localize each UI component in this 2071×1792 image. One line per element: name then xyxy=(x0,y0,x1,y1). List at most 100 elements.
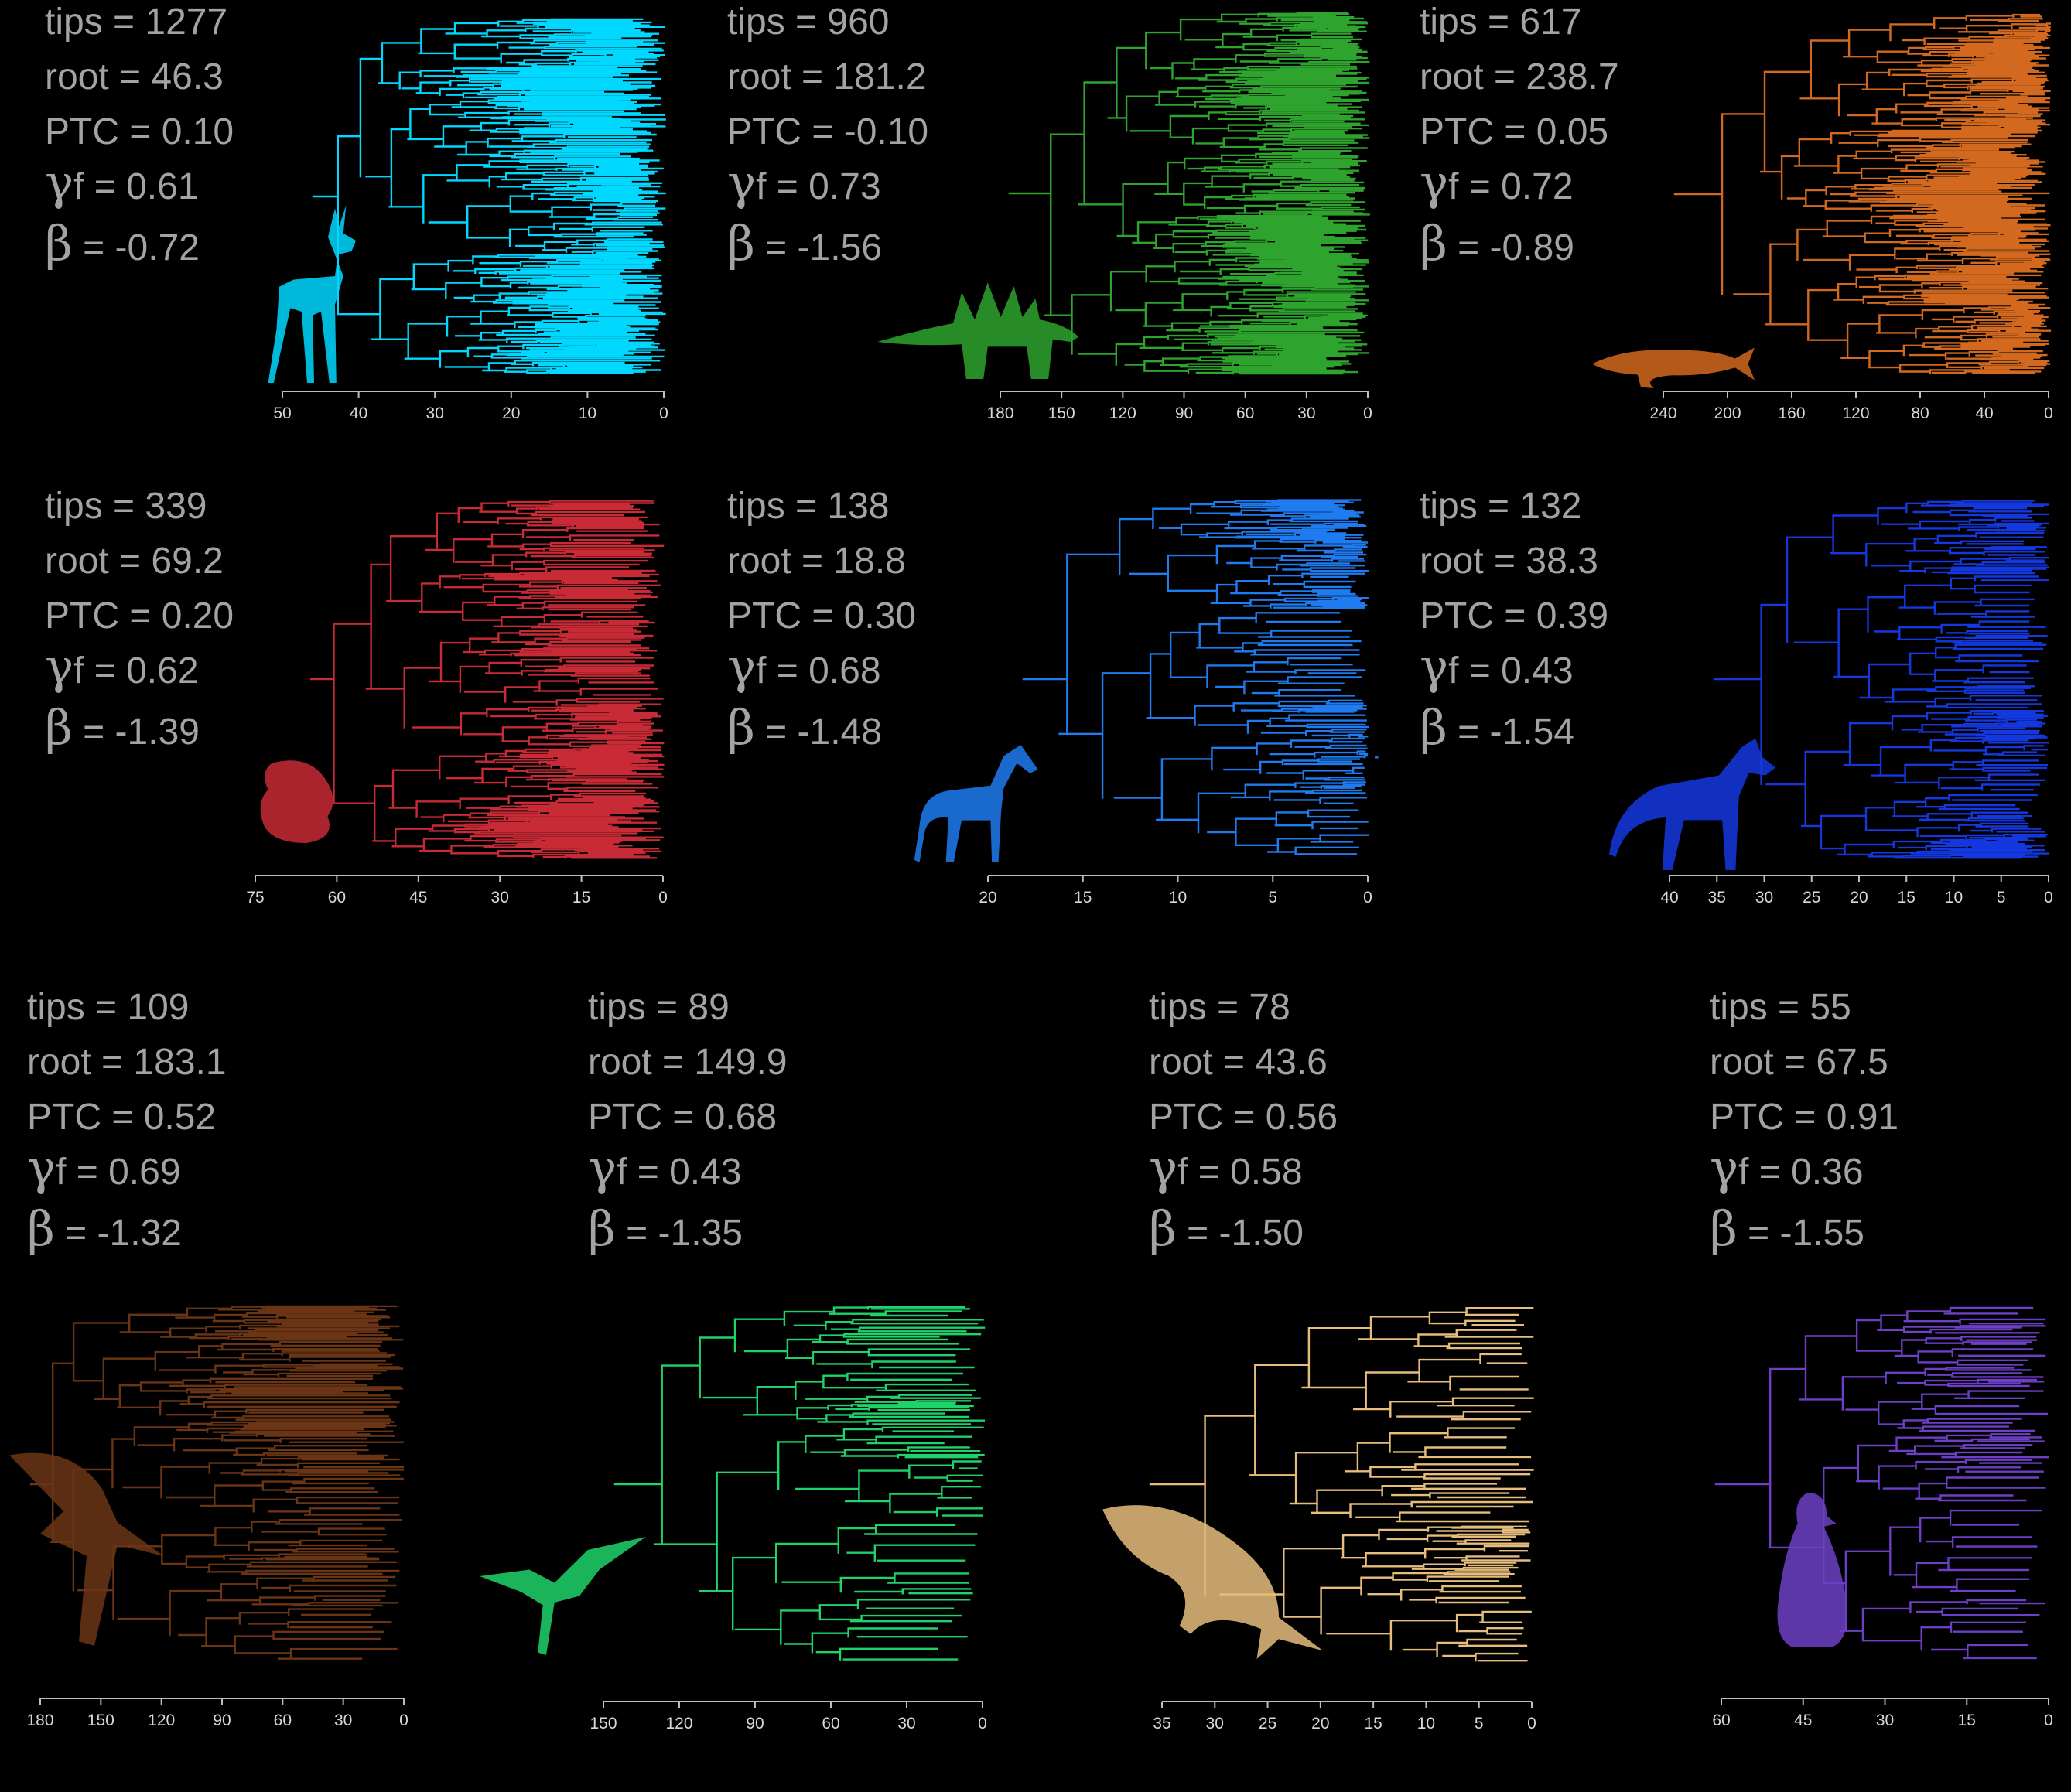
gamma-label: f = xyxy=(617,1152,669,1193)
ptc-stat-value: 0.91 xyxy=(1827,1097,1898,1138)
gamma-label: f = xyxy=(1177,1152,1230,1193)
root-stat-label: root = xyxy=(45,541,151,582)
tips-stat-label: tips = xyxy=(727,486,827,527)
beta-value: -1.54 xyxy=(1490,712,1574,753)
ptc-stat-value: 0.52 xyxy=(144,1097,216,1138)
axis-tick-label: 20 xyxy=(1311,1715,1329,1732)
ptc-stat-label: PTC = xyxy=(1710,1097,1827,1138)
gamma-stat: γf = 0.43 xyxy=(588,1139,742,1196)
axis-tick-label: 30 xyxy=(1876,1712,1894,1729)
phylogeny-branches xyxy=(1714,1306,2049,1660)
ptc-stat-label: PTC = xyxy=(1420,596,1536,637)
axis-tick-label: 0 xyxy=(399,1712,408,1729)
gamma-stat: γf = 0.68 xyxy=(727,638,881,695)
root-stat-label: root = xyxy=(1149,1042,1255,1083)
beta-stat: β = -1.32 xyxy=(27,1200,182,1257)
root-stat-label: root = xyxy=(1420,56,1526,97)
tips-stat: tips = 89 xyxy=(588,987,730,1028)
root-stat-label: root = xyxy=(27,1042,133,1083)
tips-stat-label: tips = xyxy=(1149,987,1249,1028)
gamma-symbol: γ xyxy=(27,1139,56,1196)
tips-stat-value: 1277 xyxy=(145,2,227,43)
bird-icon xyxy=(480,1537,646,1655)
ptc-stat-label: PTC = xyxy=(1420,111,1536,152)
ptc-stat-value: -0.10 xyxy=(844,111,928,152)
ptc-stat: PTC = 0.91 xyxy=(1710,1097,1898,1138)
tips-stat: tips = 78 xyxy=(1149,987,1290,1028)
ptc-stat-label: PTC = xyxy=(727,111,844,152)
axis-tick-label: 10 xyxy=(579,404,596,422)
ptc-stat: PTC = 0.68 xyxy=(588,1097,777,1138)
root-stat-value: 38.3 xyxy=(1526,541,1598,582)
gamma-label: f = xyxy=(56,1152,108,1193)
axis-tick-label: 200 xyxy=(1714,404,1741,422)
beta-label: = xyxy=(73,227,115,268)
gamma-label: f = xyxy=(1448,166,1501,207)
ptc-stat: PTC = 0.52 xyxy=(27,1097,216,1138)
foraminifera-icon xyxy=(260,760,333,843)
axis-tick-label: 150 xyxy=(590,1715,617,1732)
gamma-stat: γf = 0.72 xyxy=(1420,154,1574,210)
beta-symbol: β xyxy=(1149,1200,1177,1257)
tips-stat-value: 138 xyxy=(827,486,889,527)
axis-tick-label: 0 xyxy=(2044,404,2053,422)
ptc-stat-value: 0.30 xyxy=(844,596,916,637)
gamma-label: f = xyxy=(756,650,808,691)
phylogeny-branches xyxy=(312,18,666,374)
tips-stat-value: 55 xyxy=(1810,987,1851,1028)
root-stat: root = 183.1 xyxy=(27,1042,227,1083)
axis-tick-label: 60 xyxy=(822,1715,839,1732)
root-stat-label: root = xyxy=(45,56,151,97)
ptc-stat-value: 0.10 xyxy=(162,111,234,152)
tips-stat: tips = 55 xyxy=(1710,987,1851,1028)
axis-tick-label: 15 xyxy=(572,889,590,906)
gamma-value: 0.58 xyxy=(1230,1152,1302,1193)
phylogeny-branches xyxy=(1022,499,1379,855)
axis-tick-label: 15 xyxy=(1364,1715,1382,1732)
phylogeny-branches xyxy=(1673,13,2051,374)
axis-tick-label: 35 xyxy=(1708,889,1726,906)
root-stat: root = 181.2 xyxy=(727,56,927,97)
axis-tick-label: 120 xyxy=(1109,404,1136,422)
ptc-stat-value: 0.56 xyxy=(1266,1097,1338,1138)
axis-tick-label: 0 xyxy=(2044,889,2053,906)
gamma-stat: γf = 0.62 xyxy=(45,638,199,695)
axis-tick-label: 40 xyxy=(1660,889,1678,906)
root-stat-label: root = xyxy=(1710,1042,1816,1083)
beta-value: -1.56 xyxy=(798,227,882,268)
root-stat-label: root = xyxy=(727,541,833,582)
beta-label: = xyxy=(616,1213,658,1254)
beta-stat: β = -1.54 xyxy=(1420,699,1574,756)
axis-tick-label: 40 xyxy=(1975,404,1993,422)
beta-symbol: β xyxy=(588,1200,616,1257)
axis-tick-label: 35 xyxy=(1153,1715,1170,1732)
tips-stat-label: tips = xyxy=(45,486,145,527)
tips-stat-value: 89 xyxy=(688,987,729,1028)
axis-tick-label: 30 xyxy=(1206,1715,1224,1732)
beta-stat: β = -1.50 xyxy=(1149,1200,1304,1257)
root-stat: root = 38.3 xyxy=(1420,541,1598,582)
phylogeny-branches xyxy=(1713,500,2050,859)
gamma-value: 0.61 xyxy=(126,166,198,207)
axis-tick-label: 0 xyxy=(1527,1715,1536,1732)
gamma-value: 0.43 xyxy=(669,1152,741,1193)
tips-stat-value: 339 xyxy=(145,486,207,527)
gamma-stat: γf = 0.73 xyxy=(727,154,881,210)
gamma-value: 0.43 xyxy=(1501,650,1573,691)
ptc-stat-value: 0.68 xyxy=(705,1097,777,1138)
ptc-stat-label: PTC = xyxy=(1149,1097,1266,1138)
beta-symbol: β xyxy=(1710,1200,1738,1257)
gamma-label: f = xyxy=(73,166,126,207)
axis-tick-label: 60 xyxy=(1236,404,1254,422)
beta-value: -0.72 xyxy=(115,227,200,268)
axis-tick-label: 60 xyxy=(328,889,346,906)
beta-symbol: β xyxy=(727,699,755,756)
tips-stat-value: 78 xyxy=(1249,987,1290,1028)
gamma-value: 0.73 xyxy=(808,166,880,207)
root-stat: root = 43.6 xyxy=(1149,1042,1328,1083)
